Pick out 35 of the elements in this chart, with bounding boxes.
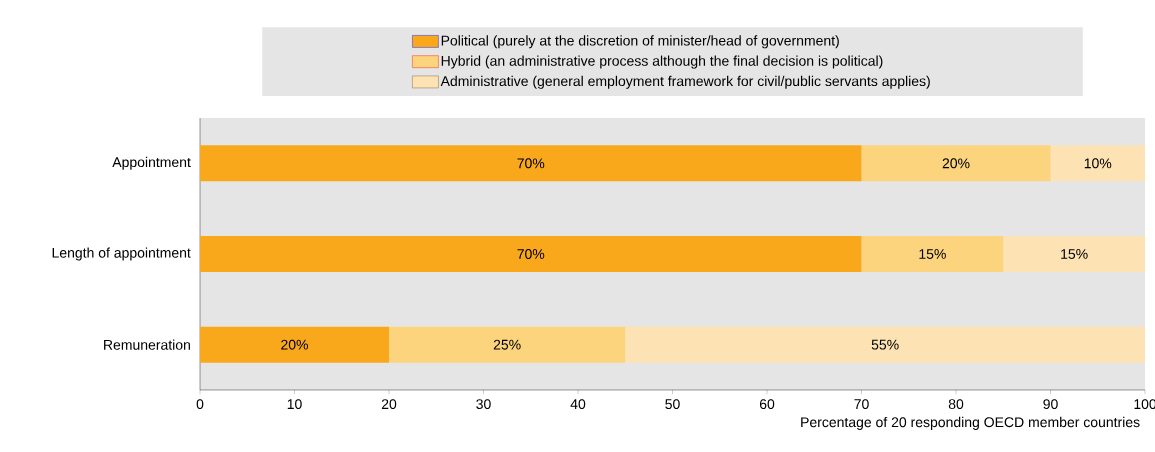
x-tick-label: 10 bbox=[287, 399, 302, 410]
x-tick-label: 90 bbox=[1043, 399, 1058, 410]
data-label: 55% bbox=[871, 339, 899, 350]
data-label: 25% bbox=[493, 339, 521, 350]
x-tick-label: 50 bbox=[665, 399, 680, 410]
data-label: 70% bbox=[517, 158, 545, 169]
bar bbox=[625, 326, 1146, 363]
data-label: 70% bbox=[517, 249, 545, 259]
x-axis-title: Percentage of 20 responding OECD member countries bbox=[801, 416, 1140, 430]
bar bbox=[200, 145, 862, 182]
bar bbox=[1050, 145, 1146, 182]
data-label: 20% bbox=[281, 339, 309, 350]
legend-label: Administrative (general employment framework for civil/public servants applies) bbox=[440, 75, 930, 89]
x-tick-label: 70 bbox=[854, 399, 869, 410]
bar bbox=[200, 326, 390, 363]
data-label: 10% bbox=[1084, 158, 1112, 169]
x-tick-label: 30 bbox=[476, 399, 491, 410]
legend-label: Hybrid (an administrative process although the final decision is political) bbox=[441, 55, 883, 69]
bar bbox=[861, 236, 1004, 272]
data-label: 15% bbox=[919, 249, 946, 259]
data-label: 20% bbox=[942, 158, 970, 169]
x-tick-label: 20 bbox=[381, 399, 397, 410]
bar bbox=[389, 326, 626, 363]
bar bbox=[200, 236, 862, 272]
legend-label: Political (purely at the discretion of minister/head of government) bbox=[441, 35, 839, 49]
data-label: 15% bbox=[1061, 249, 1088, 259]
y-tick-label: Remuneration bbox=[104, 339, 190, 350]
x-tick-label: 40 bbox=[570, 399, 586, 410]
y-tick-label: Appointment bbox=[112, 156, 191, 170]
x-tick-label: 0 bbox=[196, 399, 204, 410]
x-tick-label: 80 bbox=[948, 399, 964, 410]
y-tick-label: Length of appointment bbox=[52, 247, 191, 261]
bar bbox=[861, 145, 1051, 182]
bar bbox=[1003, 236, 1146, 272]
x-tick-label: 60 bbox=[759, 399, 775, 410]
